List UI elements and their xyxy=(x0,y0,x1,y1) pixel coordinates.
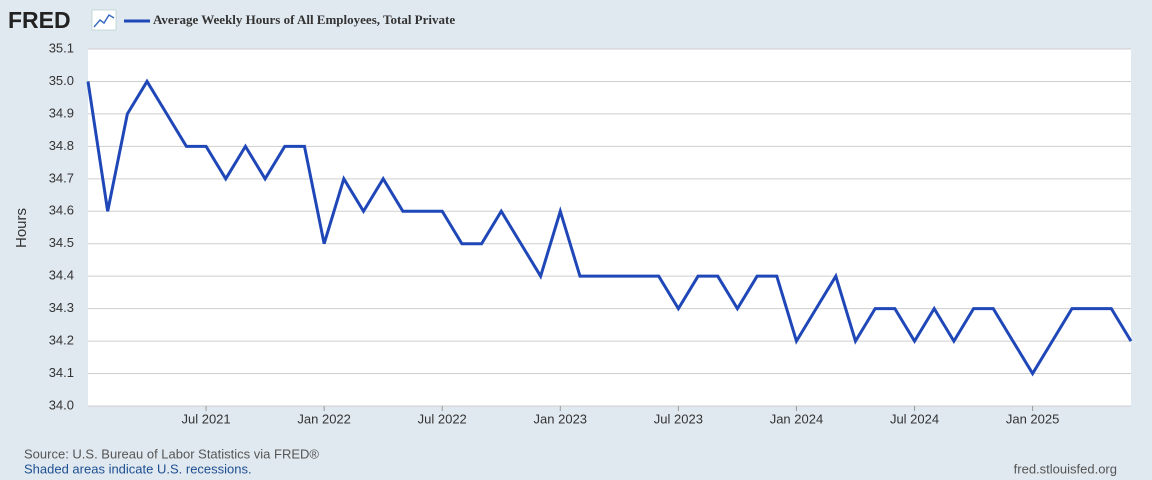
x-tick-label: Jan 2025 xyxy=(1006,411,1060,426)
site-url[interactable]: fred.stlouisfed.org xyxy=(1014,461,1117,476)
logo[interactable]: FRED xyxy=(8,7,71,33)
y-tick-label: 34.9 xyxy=(49,105,74,120)
y-tick-label: 34.8 xyxy=(49,138,74,153)
y-tick-label: 34.3 xyxy=(49,300,74,315)
x-tick-label: Jul 2022 xyxy=(418,411,467,426)
x-tick-label: Jan 2024 xyxy=(770,411,824,426)
y-tick-label: 35.0 xyxy=(49,73,74,88)
y-tick-label: 34.4 xyxy=(49,268,74,283)
y-tick-label: 35.1 xyxy=(49,40,74,55)
x-tick-label: Jan 2023 xyxy=(534,411,588,426)
data-line xyxy=(86,78,1133,377)
y-tick-label: 34.6 xyxy=(49,203,74,218)
source: Source: U.S. Bureau of Labor Statistics … xyxy=(24,446,319,461)
recession-note[interactable]: Shaded areas indicate U.S. recessions. xyxy=(24,461,252,476)
y-tick-label: 34.1 xyxy=(49,365,74,380)
y-tick-label: 34.2 xyxy=(49,333,74,348)
y-tick-label: 34.0 xyxy=(49,397,74,412)
plot-area xyxy=(88,49,1131,406)
logo-icon xyxy=(91,9,117,31)
x-tick-label: Jan 2022 xyxy=(297,411,351,426)
x-tick-label: Jul 2021 xyxy=(181,411,230,426)
x-tick-label: Jul 2023 xyxy=(654,411,703,426)
y-axis-title: Hours xyxy=(13,208,30,248)
x-tick-label: Jul 2024 xyxy=(890,411,939,426)
y-tick-label: 34.5 xyxy=(49,235,74,250)
legend-label[interactable]: Average Weekly Hours of All Employees, T… xyxy=(153,12,455,27)
y-tick-label: 34.7 xyxy=(49,170,74,185)
